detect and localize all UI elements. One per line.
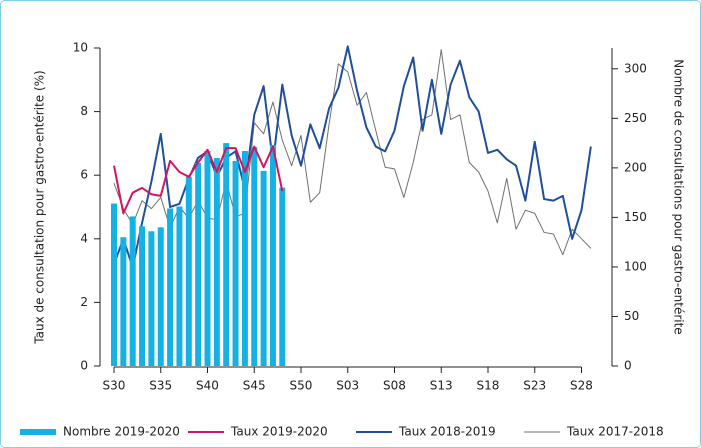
bar	[157, 227, 164, 366]
y-tick-label: 10	[73, 41, 88, 55]
line	[113, 145, 284, 215]
y-tick-label: 2	[80, 295, 88, 309]
legend-label: Taux 2018-2019	[398, 425, 496, 439]
y-axis-label: Taux de consultation pour gastro-entérit…	[33, 70, 47, 344]
bar	[279, 187, 286, 366]
y-tick-label: 4	[80, 231, 88, 245]
x-tick-label: S18	[477, 379, 500, 393]
bar	[232, 160, 239, 366]
x-tick-label: S35	[149, 379, 172, 393]
bar	[148, 231, 155, 366]
bar	[213, 157, 220, 366]
legend-label: Taux 2017-2018	[566, 425, 664, 439]
y2-tick-label: 150	[624, 210, 647, 224]
x-tick-label: S50	[290, 379, 313, 393]
legend-label: Taux 2019-2020	[230, 425, 328, 439]
bar	[195, 162, 202, 366]
x-tick-label: S13	[430, 379, 453, 393]
y2-tick-label: 100	[624, 259, 647, 273]
bar	[251, 147, 258, 366]
x-tick-label: S40	[196, 379, 219, 393]
y-tick-label: 6	[80, 168, 88, 182]
bar	[204, 151, 211, 366]
y2-tick-label: 250	[624, 111, 647, 125]
x-tick-label: S03	[336, 379, 359, 393]
y-tick-label: 0	[80, 359, 88, 373]
bar	[167, 208, 174, 366]
bar	[223, 143, 230, 366]
bar	[139, 226, 146, 366]
y2-tick-label: 50	[624, 309, 639, 323]
y-tick-label: 8	[80, 104, 88, 118]
bar	[120, 237, 127, 366]
bar	[111, 203, 117, 366]
y2-tick-label: 0	[624, 359, 632, 373]
bar	[185, 176, 192, 366]
y2-axis-label: Nombre de consultations pour gastro-enté…	[672, 59, 686, 334]
y2-tick-label: 300	[624, 61, 647, 75]
x-tick-label: S23	[523, 379, 546, 393]
bar	[129, 216, 136, 366]
legend-label: Nombre 2019-2020	[63, 425, 180, 439]
x-tick-label: S08	[383, 379, 406, 393]
bar	[269, 145, 276, 366]
x-tick-label: S45	[243, 379, 266, 393]
bar	[241, 151, 248, 366]
y2-tick-label: 200	[624, 160, 647, 174]
bar	[176, 206, 183, 366]
x-tick-label: S30	[103, 379, 126, 393]
x-tick-label: S28	[570, 379, 593, 393]
bar	[260, 170, 267, 366]
line	[113, 49, 592, 256]
